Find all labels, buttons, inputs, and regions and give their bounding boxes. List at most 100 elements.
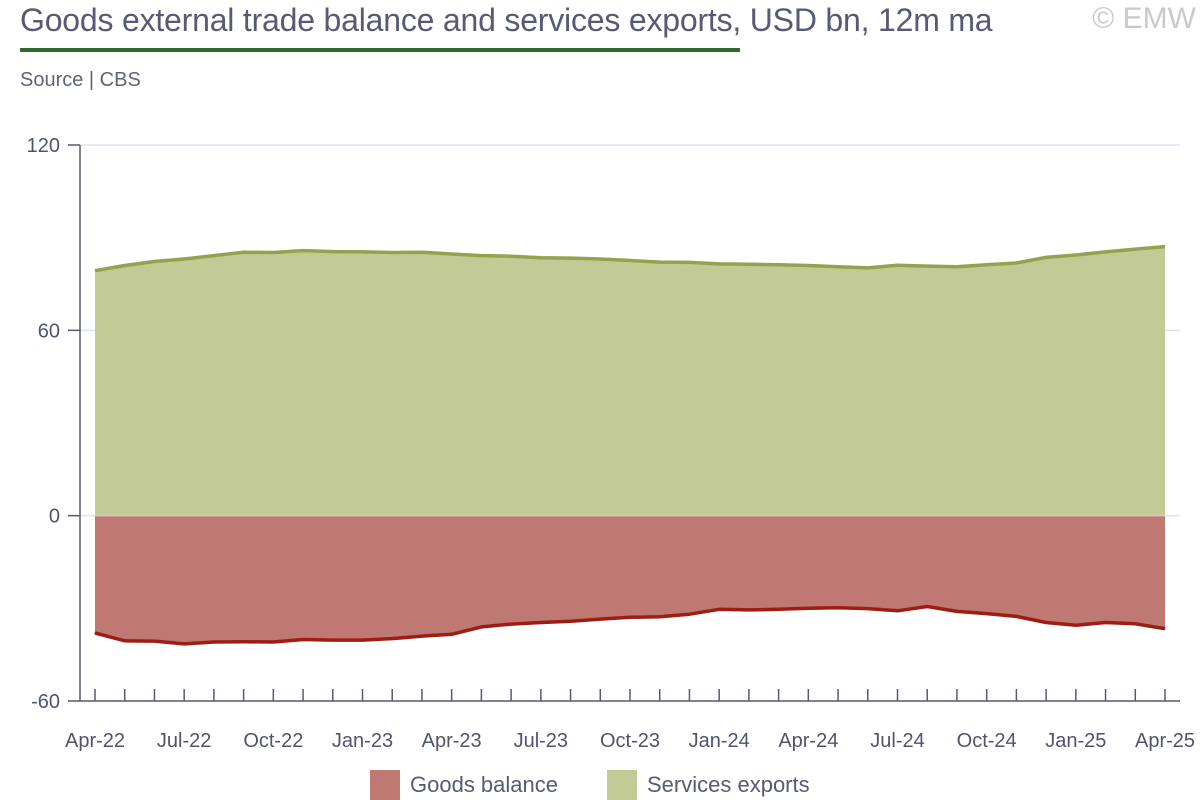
goods-balance-point xyxy=(510,623,512,625)
services-exports-point xyxy=(391,251,393,253)
x-tick-label: Jul-24 xyxy=(870,730,924,752)
services-exports-point xyxy=(1164,246,1166,248)
services-exports-point xyxy=(510,255,512,257)
y-tick-label: 0 xyxy=(49,506,60,528)
services-exports-point xyxy=(1134,248,1136,250)
services-exports-point xyxy=(570,257,572,259)
x-tick-label: Jul-22 xyxy=(157,730,211,752)
x-tick-label: Apr-24 xyxy=(778,730,838,752)
services-exports-point xyxy=(421,251,423,253)
x-tick-label: Apr-22 xyxy=(65,730,125,752)
services-exports-point xyxy=(1015,262,1017,264)
services-exports-point xyxy=(986,264,988,266)
goods-balance-point xyxy=(451,633,453,635)
services-exports-point xyxy=(1075,254,1077,256)
services-exports-point xyxy=(688,261,690,263)
x-tick-label: Jul-23 xyxy=(514,730,568,752)
goods-balance-point xyxy=(243,641,245,643)
goods-balance-point xyxy=(1134,623,1136,625)
goods-balance-point xyxy=(867,608,869,610)
goods-balance-point xyxy=(540,622,542,624)
services-exports-point xyxy=(480,255,482,257)
goods-balance-point xyxy=(837,607,839,609)
goods-balance-point xyxy=(926,605,928,607)
x-tick-label: Oct-24 xyxy=(957,730,1017,752)
legend-swatch-goods xyxy=(370,770,400,800)
services-exports-point xyxy=(451,253,453,255)
services-exports-point xyxy=(272,251,274,253)
services-exports-point xyxy=(926,265,928,267)
legend-item-services: Services exports xyxy=(607,770,810,800)
services-exports-point xyxy=(153,260,155,262)
chart-title: Goods external trade balance and service… xyxy=(20,2,993,38)
services-exports-point xyxy=(807,264,809,266)
services-exports-point xyxy=(778,264,780,266)
services-exports-point xyxy=(1045,256,1047,258)
goods-balance-point xyxy=(718,608,720,610)
legend-label-goods: Goods balance xyxy=(410,772,558,797)
x-tick-label: Jan-23 xyxy=(332,730,393,752)
goods-balance-point xyxy=(748,609,750,611)
x-tick-label: Oct-23 xyxy=(600,730,660,752)
goods-balance-point xyxy=(688,613,690,615)
goods-balance-point xyxy=(897,610,898,612)
goods-balance-point xyxy=(599,618,601,620)
chart-source: Source | CBS xyxy=(20,69,141,91)
goods-balance-point xyxy=(1164,628,1166,630)
services-exports-point xyxy=(956,266,958,268)
services-exports-point xyxy=(837,266,839,268)
goods-balance-point xyxy=(94,632,96,634)
y-tick-label: -60 xyxy=(31,691,60,713)
goods-balance-point xyxy=(124,640,126,642)
goods-balance-point xyxy=(956,610,958,612)
services-exports-point xyxy=(748,263,750,265)
goods-balance-point xyxy=(362,639,363,641)
services-exports-point xyxy=(718,263,720,265)
services-exports-point xyxy=(302,250,304,252)
goods-balance-point xyxy=(778,608,780,610)
title-underline xyxy=(20,48,740,52)
goods-balance-point xyxy=(391,638,393,640)
services-exports-point xyxy=(362,251,363,253)
goods-balance-point xyxy=(421,635,423,637)
y-tick-label: 60 xyxy=(38,320,60,342)
services-exports-area xyxy=(95,246,1165,516)
goods-balance-point xyxy=(1105,622,1107,624)
services-exports-point xyxy=(540,257,542,259)
goods-balance-point xyxy=(153,640,155,642)
services-exports-point xyxy=(94,270,96,272)
goods-balance-point xyxy=(1045,622,1047,624)
goods-balance-point xyxy=(183,643,185,645)
watermark: © EMW xyxy=(1092,2,1196,35)
x-tick-label: Jan-24 xyxy=(689,730,750,752)
goods-balance-point xyxy=(629,616,631,618)
services-exports-point xyxy=(124,264,126,266)
services-exports-point xyxy=(213,255,215,257)
x-tick-label: Apr-23 xyxy=(422,730,482,752)
x-tick-label: Jan-25 xyxy=(1045,730,1106,752)
services-exports-point xyxy=(599,258,601,260)
goods-balance-point xyxy=(986,613,988,615)
services-exports-point xyxy=(867,267,869,269)
legend-label-services: Services exports xyxy=(647,772,810,797)
legend-swatch-services xyxy=(607,770,637,800)
goods-balance-point xyxy=(1015,615,1017,617)
goods-balance-area xyxy=(95,515,1165,644)
goods-balance-point xyxy=(213,641,215,643)
x-tick-label: Oct-22 xyxy=(243,730,303,752)
goods-balance-point xyxy=(659,616,661,618)
goods-balance-point xyxy=(332,639,334,641)
goods-balance-point xyxy=(570,620,572,622)
services-exports-point xyxy=(243,251,245,253)
goods-balance-point xyxy=(480,626,482,628)
goods-balance-point xyxy=(302,639,304,641)
x-tick-label: Apr-25 xyxy=(1135,730,1195,752)
services-exports-point xyxy=(332,251,334,253)
legend-item-goods: Goods balance xyxy=(370,770,558,800)
legend: Goods balance Services exports xyxy=(0,770,1200,800)
goods-balance-point xyxy=(272,641,274,643)
services-exports-point xyxy=(1105,251,1107,253)
services-exports-point xyxy=(897,264,898,266)
services-exports-point xyxy=(629,260,631,262)
